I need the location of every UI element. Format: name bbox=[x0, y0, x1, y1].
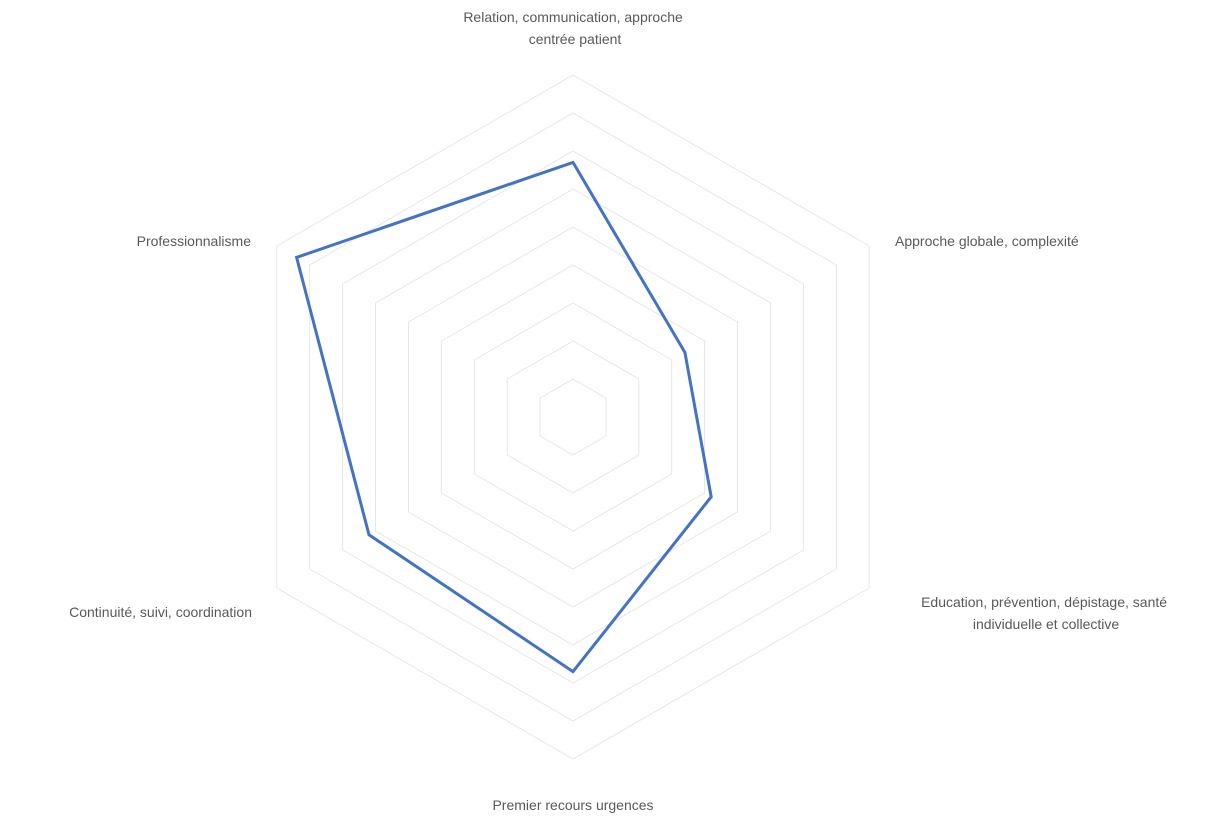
grid-ring bbox=[440, 264, 706, 570]
axis-label-continuite: Continuité, suivi, coordination bbox=[69, 604, 252, 620]
grid-ring bbox=[276, 74, 870, 760]
axis-label-relation: Relation, communication, approche centré… bbox=[463, 9, 686, 47]
axis-label-approche-globale: Approche globale, complexité bbox=[895, 233, 1079, 249]
grid-ring bbox=[473, 302, 673, 532]
radar-grid bbox=[276, 74, 870, 760]
grid-ring bbox=[539, 378, 607, 456]
axis-label-education: Education, prévention, dépistage, santé … bbox=[921, 594, 1171, 632]
grid-ring bbox=[342, 150, 804, 684]
axis-label-professionnalisme: Professionnalisme bbox=[137, 233, 252, 249]
grid-ring bbox=[506, 340, 640, 494]
grid-ring bbox=[375, 188, 771, 646]
radar-series-layer bbox=[294, 160, 713, 674]
grid-ring bbox=[408, 226, 738, 608]
axis-labels: Relation, communication, approche centré… bbox=[69, 9, 1171, 813]
series-line-0 bbox=[294, 160, 713, 674]
axis-label-premier-recours: Premier recours urgences bbox=[492, 797, 653, 813]
grid-ring bbox=[309, 112, 837, 722]
